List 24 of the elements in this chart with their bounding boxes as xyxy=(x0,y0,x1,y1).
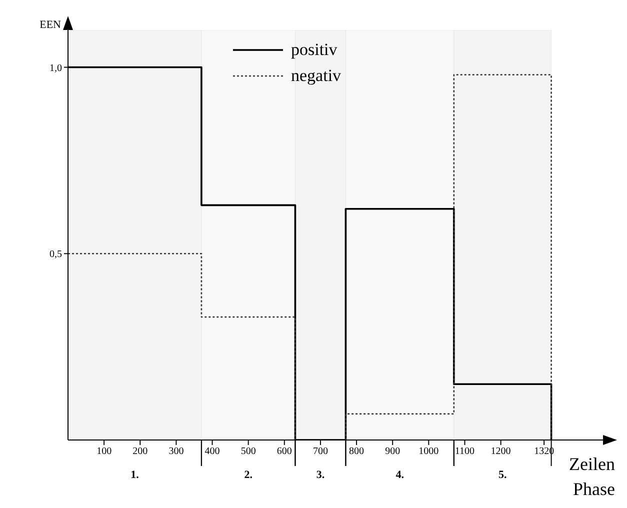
legend-label: positiv xyxy=(291,40,338,59)
x-tick-label: 400 xyxy=(204,446,220,458)
band-label: 2. xyxy=(244,469,253,481)
x-tick-label: 600 xyxy=(276,446,292,458)
y-tick-label: 1,0 xyxy=(50,62,62,74)
band-label: 1. xyxy=(130,469,140,481)
x-tick-label: 900 xyxy=(385,446,400,458)
x-tick-label: 200 xyxy=(132,446,148,458)
x-tick-label: 1000 xyxy=(418,446,439,458)
y-axis-title: EEN xyxy=(40,19,62,31)
x-tick-label: 500 xyxy=(240,446,256,458)
x-tick-label: 300 xyxy=(168,446,184,458)
x-tick-label: 1200 xyxy=(490,446,511,458)
text: Phase xyxy=(573,479,616,499)
y-tick-label: 0,5 xyxy=(50,249,62,260)
x-axis-title: Zeilen xyxy=(569,454,615,474)
band-label: 5. xyxy=(498,469,507,481)
x-tick-label: 800 xyxy=(349,446,364,458)
band-label: 3. xyxy=(316,469,325,481)
band-label: 4. xyxy=(396,469,404,481)
legend-label: negativ xyxy=(291,66,342,85)
x-tick-label: 1100 xyxy=(454,446,475,458)
x-tick-label: 100 xyxy=(96,446,112,458)
x-tick-label: 700 xyxy=(312,446,328,458)
